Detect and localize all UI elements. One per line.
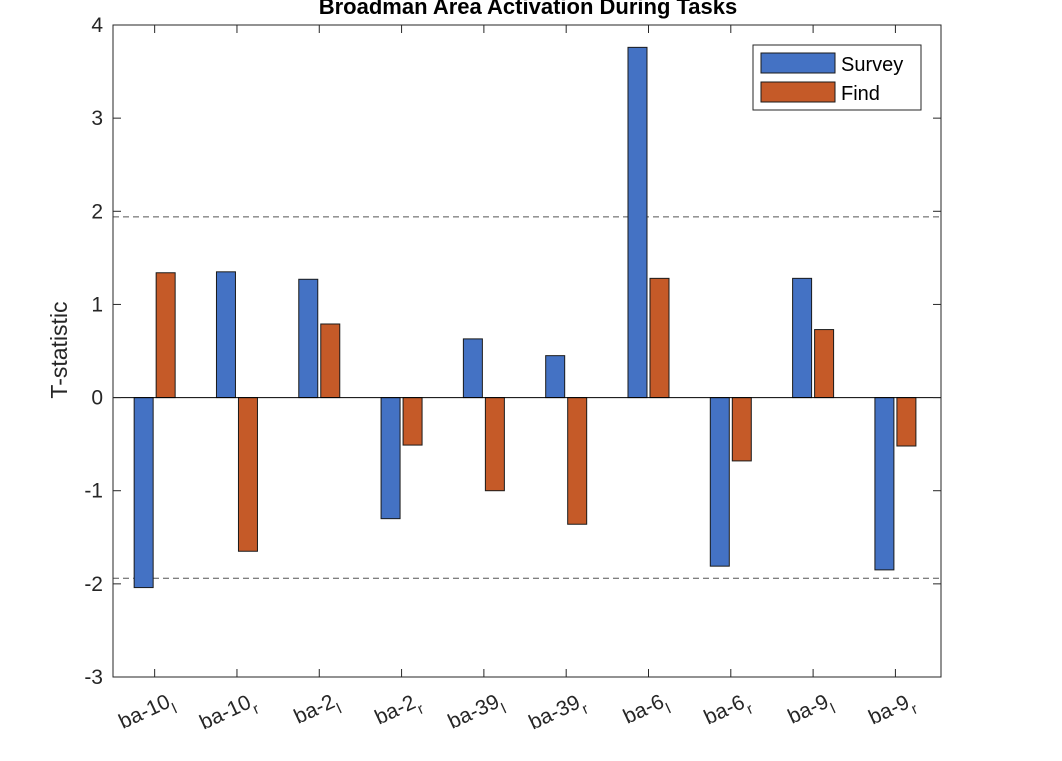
bar-survey [380,397,401,520]
bar-survey [709,397,730,567]
y-tick-label: 3 [91,107,103,130]
x-tick-label-sub: l [499,700,509,717]
bar-find [237,397,258,552]
x-tick-label: ba-6l [620,689,674,735]
x-tick-label-sub: r [909,700,921,718]
bar-survey [133,397,154,589]
y-tick-label: -2 [84,573,103,596]
x-tick-label: ba-10l [115,689,179,740]
legend: Survey Find [752,44,922,111]
x-tick-label: ba-9l [784,689,838,735]
y-tick-label: 1 [91,293,103,316]
x-tick-label-base: ba-9 [865,691,913,730]
y-axis-label: T-statistic [46,301,72,398]
x-tick-label-sub: r [744,700,756,718]
x-tick-label-base: ba-6 [620,690,668,729]
bar-survey [215,271,236,399]
x-tick-label-sub: l [170,700,180,717]
legend-label-find: Find [841,83,880,105]
y-tick-label: -3 [84,666,103,689]
x-tick-label: ba-39l [445,689,509,740]
x-tick-label-base: ba-10 [196,691,254,735]
x-tick-label-base: ba-39 [525,691,583,735]
x-tick-label: ba-39r [525,689,591,741]
legend-swatch-find [760,81,836,103]
x-tick-label: ba-2l [291,689,345,735]
x-tick-label-sub: r [580,700,592,718]
plot-frame [112,24,942,678]
x-tick-label-sub: l [334,700,344,717]
bar-survey [462,338,483,399]
bar-find [731,397,752,462]
bar-find [814,329,835,399]
x-tick-label-base: ba-9 [784,690,832,729]
x-tick-label-base: ba-6 [701,691,749,730]
x-tick-label-sub: r [415,700,427,718]
legend-label-survey: Survey [841,54,903,76]
chart-title: Broadman Area Activation During Tasks [319,0,738,19]
x-tick-label-sub: l [663,700,673,717]
x-tick-label: ba-6r [701,689,756,736]
bar-find [649,277,670,399]
y-tick-label: 2 [91,200,103,223]
x-tick-label-sub: l [828,700,838,717]
bar-survey [792,277,813,399]
bar-survey [874,397,895,571]
bar-find [320,323,341,399]
x-tick-label: ba-10r [196,689,262,741]
bar-find [402,397,423,446]
x-tick-label: ba-2r [371,689,426,736]
bar-find [896,397,917,447]
bar-find [155,272,176,399]
x-tick-label-base: ba-10 [115,690,173,734]
bar-find [484,397,505,492]
legend-swatch-survey [760,52,836,74]
bar-survey [545,355,566,399]
bar-survey [627,46,648,399]
y-tick-label: 0 [91,387,103,410]
x-tick-label-base: ba-39 [445,690,503,734]
x-tick-label: ba-9r [865,689,920,736]
y-tick-label: -1 [84,480,103,503]
x-tick-label-base: ba-2 [371,691,419,730]
bar-survey [298,278,319,399]
x-tick-label-base: ba-2 [291,690,339,729]
x-tick-label-sub: r [250,700,262,718]
bar-find [567,397,588,525]
y-tick-label: 4 [91,14,103,37]
